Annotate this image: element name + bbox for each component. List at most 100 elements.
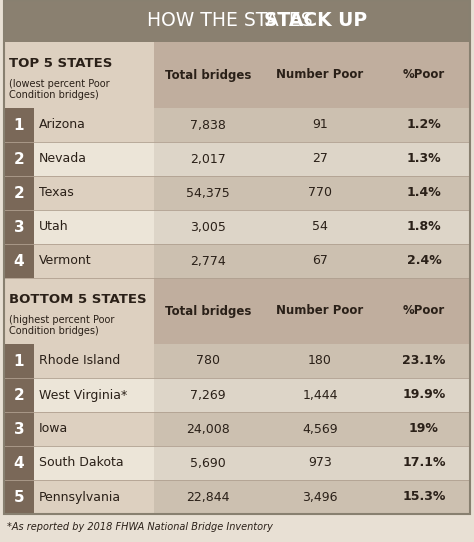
Bar (4, 412, 34, 446)
Text: 2: 2 (14, 388, 24, 403)
Bar (4, 378, 34, 412)
Bar (262, 142, 378, 176)
Text: 15.3%: 15.3% (402, 491, 446, 504)
Bar (262, 244, 378, 278)
Text: Texas: Texas (39, 186, 74, 199)
Bar (154, 480, 262, 514)
Bar (154, 176, 262, 210)
Text: 4: 4 (14, 254, 24, 268)
Text: 4: 4 (14, 455, 24, 470)
Bar (378, 42, 470, 108)
Text: %Poor: %Poor (403, 305, 445, 318)
Bar (4, 108, 34, 142)
Bar (262, 176, 378, 210)
Text: 7,838: 7,838 (190, 119, 226, 132)
Bar (34, 210, 154, 244)
Bar (262, 378, 378, 412)
Bar (262, 210, 378, 244)
Bar (34, 108, 154, 142)
Text: 27: 27 (312, 152, 328, 165)
Text: 91: 91 (312, 119, 328, 132)
Bar (4, 244, 34, 278)
Text: 1.3%: 1.3% (407, 152, 441, 165)
Bar (154, 278, 262, 344)
Bar (378, 142, 470, 176)
Text: Nevada: Nevada (39, 152, 87, 165)
Bar (34, 446, 154, 480)
Bar (378, 480, 470, 514)
Text: 23.1%: 23.1% (402, 354, 446, 367)
Bar (154, 244, 262, 278)
Bar (4, 480, 34, 514)
Bar (4, 176, 34, 210)
Bar (4, 0, 470, 42)
Text: 2,017: 2,017 (190, 152, 226, 165)
Bar (378, 244, 470, 278)
Bar (378, 278, 470, 344)
Bar (34, 244, 154, 278)
Text: 4,569: 4,569 (302, 423, 338, 436)
Text: (lowest percent Poor
Condition bridges): (lowest percent Poor Condition bridges) (9, 79, 109, 100)
Bar (262, 344, 378, 378)
Text: 3,496: 3,496 (302, 491, 338, 504)
Text: 1.4%: 1.4% (407, 186, 441, 199)
Text: West Virginia*: West Virginia* (39, 389, 127, 402)
Bar (4, 446, 34, 480)
Text: 7,269: 7,269 (190, 389, 226, 402)
Bar (154, 142, 262, 176)
Text: 54,375: 54,375 (186, 186, 230, 199)
Text: 770: 770 (308, 186, 332, 199)
Text: 1,444: 1,444 (302, 389, 338, 402)
Bar (378, 446, 470, 480)
Text: 5,690: 5,690 (190, 456, 226, 469)
Bar (154, 210, 262, 244)
Text: HOW THE STATES: HOW THE STATES (147, 11, 319, 30)
Text: *As reported by 2018 FHWA National Bridge Inventory: *As reported by 2018 FHWA National Bridg… (7, 522, 273, 532)
Bar (4, 278, 154, 344)
Text: STACK UP: STACK UP (264, 11, 367, 30)
Text: 780: 780 (196, 354, 220, 367)
Bar (262, 108, 378, 142)
Bar (34, 378, 154, 412)
Text: 17.1%: 17.1% (402, 456, 446, 469)
Text: TOP 5 STATES: TOP 5 STATES (9, 56, 112, 69)
Text: 1: 1 (14, 353, 24, 369)
Text: 1.2%: 1.2% (407, 119, 441, 132)
Bar (378, 344, 470, 378)
Bar (34, 344, 154, 378)
Text: Pennsylvania: Pennsylvania (39, 491, 121, 504)
Text: %Poor: %Poor (403, 68, 445, 81)
Text: South Dakota: South Dakota (39, 456, 124, 469)
Bar (262, 480, 378, 514)
Text: 973: 973 (308, 456, 332, 469)
Bar (154, 412, 262, 446)
Bar (4, 42, 154, 108)
Text: 3,005: 3,005 (190, 221, 226, 234)
Bar (154, 42, 262, 108)
Bar (154, 344, 262, 378)
Text: Arizona: Arizona (39, 119, 86, 132)
Text: Rhode Island: Rhode Island (39, 354, 120, 367)
Text: 180: 180 (308, 354, 332, 367)
Text: Total bridges: Total bridges (165, 68, 251, 81)
Text: BOTTOM 5 STATES: BOTTOM 5 STATES (9, 293, 146, 306)
Text: 1: 1 (14, 118, 24, 132)
Text: 2.4%: 2.4% (407, 255, 441, 268)
Text: Total bridges: Total bridges (165, 305, 251, 318)
Bar (262, 278, 378, 344)
Bar (154, 446, 262, 480)
Bar (154, 378, 262, 412)
Text: 2,774: 2,774 (190, 255, 226, 268)
Text: 22,844: 22,844 (186, 491, 230, 504)
Bar (34, 480, 154, 514)
Text: Iowa: Iowa (39, 423, 68, 436)
Text: 24,008: 24,008 (186, 423, 230, 436)
Text: 5: 5 (14, 489, 24, 505)
Bar (34, 176, 154, 210)
Bar (4, 210, 34, 244)
Text: 1.8%: 1.8% (407, 221, 441, 234)
Bar (4, 344, 34, 378)
Bar (378, 108, 470, 142)
Bar (378, 176, 470, 210)
Text: Number Poor: Number Poor (276, 68, 364, 81)
